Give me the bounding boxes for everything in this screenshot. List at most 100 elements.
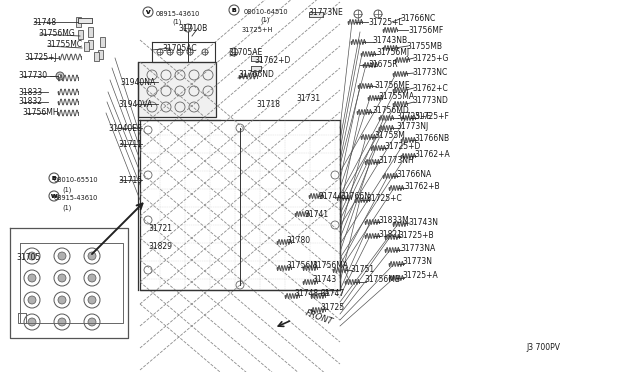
Bar [138, 62, 216, 117]
Circle shape [88, 318, 96, 326]
Bar [309, 12, 323, 16]
Text: W: W [51, 193, 58, 199]
Text: 317730: 317730 [18, 71, 47, 80]
Text: 31705AC: 31705AC [162, 44, 196, 52]
Circle shape [236, 281, 244, 289]
Bar [88, 27, 93, 37]
Text: 31747: 31747 [320, 289, 344, 298]
Bar [97, 49, 102, 58]
Bar [251, 65, 261, 71]
Circle shape [236, 124, 244, 132]
Text: 31833: 31833 [18, 87, 42, 96]
Text: 31721: 31721 [148, 224, 172, 232]
Text: 31718: 31718 [256, 99, 280, 109]
Bar [78, 17, 92, 22]
Text: 31833M: 31833M [378, 215, 409, 224]
Text: 31725+E: 31725+E [396, 112, 431, 121]
Text: 31756MJ: 31756MJ [376, 48, 409, 57]
Circle shape [28, 274, 36, 282]
Text: 31756M: 31756M [286, 262, 317, 270]
Text: 31751: 31751 [350, 266, 374, 275]
Text: 31725+G: 31725+G [412, 54, 449, 62]
Text: 31744: 31744 [318, 192, 342, 201]
Text: B: B [232, 7, 236, 13]
Text: 31773NA: 31773NA [400, 244, 435, 253]
Text: B: B [52, 176, 56, 180]
Circle shape [88, 252, 96, 260]
Bar [93, 51, 99, 61]
Circle shape [144, 171, 152, 179]
Text: 31756MD: 31756MD [372, 106, 409, 115]
Text: 31829: 31829 [148, 241, 172, 250]
Text: 31711: 31711 [118, 140, 142, 148]
Text: 31780: 31780 [286, 235, 310, 244]
Circle shape [88, 296, 96, 304]
Text: 08010-64510: 08010-64510 [244, 9, 289, 15]
Text: 31725: 31725 [320, 304, 344, 312]
Circle shape [58, 274, 66, 282]
Text: 31773N: 31773N [402, 257, 432, 266]
Text: 31755MB: 31755MB [406, 42, 442, 51]
Text: (1): (1) [62, 205, 72, 211]
Text: 31705: 31705 [16, 253, 40, 263]
Text: 08915-43610: 08915-43610 [156, 11, 200, 17]
Text: (1): (1) [62, 187, 72, 193]
Text: 31755MC: 31755MC [46, 39, 82, 48]
Text: B: B [232, 7, 236, 13]
Text: 31762+B: 31762+B [404, 182, 440, 190]
Text: FRONT: FRONT [304, 309, 334, 327]
Bar [83, 42, 88, 51]
Text: 31756ME: 31756ME [374, 80, 410, 90]
Bar [88, 39, 93, 48]
Text: 31762+A: 31762+A [414, 150, 450, 158]
Text: 31766N: 31766N [340, 192, 370, 201]
Circle shape [331, 221, 339, 229]
Text: 31940NA: 31940NA [120, 77, 156, 87]
Text: 31743: 31743 [312, 276, 336, 285]
Circle shape [58, 318, 66, 326]
Circle shape [58, 74, 62, 78]
Text: 31773NJ: 31773NJ [396, 122, 428, 131]
Bar [76, 17, 81, 27]
Text: 31675R: 31675R [368, 60, 397, 68]
Text: J3 700PV: J3 700PV [526, 343, 560, 353]
Bar [77, 29, 83, 38]
Text: 31756MB: 31756MB [364, 276, 400, 285]
Text: 31748: 31748 [32, 17, 56, 26]
Text: 31832: 31832 [18, 96, 42, 106]
Bar [251, 55, 261, 61]
Circle shape [28, 318, 36, 326]
Text: 31773NH: 31773NH [378, 155, 413, 164]
Circle shape [144, 266, 152, 274]
Circle shape [28, 252, 36, 260]
Text: 31725+C: 31725+C [366, 193, 402, 202]
Text: 31756MG: 31756MG [38, 29, 75, 38]
Circle shape [88, 274, 96, 282]
Text: 31755M: 31755M [374, 131, 405, 140]
Text: 31762+C: 31762+C [412, 83, 448, 93]
Text: 31748+A: 31748+A [294, 289, 330, 298]
Text: V: V [146, 10, 150, 15]
Circle shape [58, 252, 66, 260]
Circle shape [28, 296, 36, 304]
Text: 31725+H: 31725+H [242, 27, 273, 33]
Circle shape [331, 171, 339, 179]
Text: 31940VA: 31940VA [118, 99, 152, 109]
Text: 31756MF: 31756MF [408, 26, 444, 35]
Text: 31725+F: 31725+F [414, 112, 449, 121]
Text: 31766NC: 31766NC [400, 13, 435, 22]
Text: 31766ND: 31766ND [238, 70, 274, 78]
Text: 31743N: 31743N [408, 218, 438, 227]
Text: 31725+J: 31725+J [24, 52, 57, 61]
Text: (1): (1) [172, 19, 181, 25]
Bar [99, 37, 104, 47]
Text: (1): (1) [260, 17, 269, 23]
Text: 31940EE: 31940EE [108, 124, 141, 132]
Text: 31773ND: 31773ND [412, 96, 448, 105]
Text: 31773NE: 31773NE [308, 7, 343, 16]
Text: 31766NB: 31766NB [414, 134, 449, 142]
Text: V: V [145, 10, 150, 15]
Text: 31725+B: 31725+B [398, 231, 434, 240]
Text: 31756MH: 31756MH [22, 108, 59, 116]
Text: 31755MA: 31755MA [378, 92, 414, 100]
